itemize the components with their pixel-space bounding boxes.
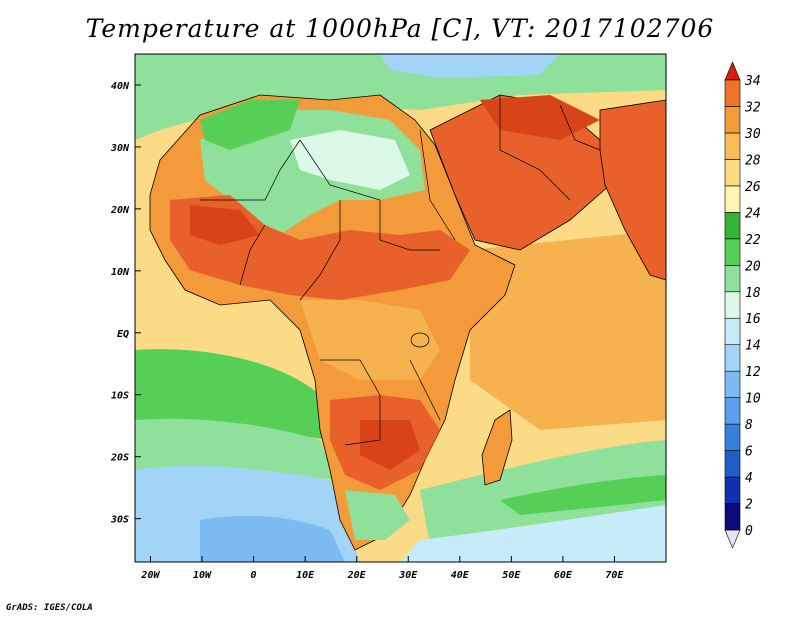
lat-tick-label: 30N xyxy=(110,143,130,154)
europe-green xyxy=(135,54,666,140)
lat-tick-label: 20S xyxy=(110,453,129,464)
colorbar-level-label: 24 xyxy=(745,206,761,221)
lon-tick-label: 40E xyxy=(451,570,470,581)
colorbar-swatch xyxy=(724,159,741,187)
colorbar-swatch xyxy=(724,476,741,504)
lon-tick-label: 10W xyxy=(193,570,212,581)
lake-victoria xyxy=(410,332,430,348)
lon-tick-label: 60E xyxy=(554,570,573,581)
indian-subcontinent xyxy=(599,99,666,281)
colorbar-level-label: 16 xyxy=(745,312,761,327)
lat-tick-label: 10S xyxy=(111,391,129,402)
colorbar-swatch xyxy=(724,370,741,398)
colorbar-level-label: 2 xyxy=(745,498,753,513)
footer-credit: GrADS: IGES/COLA xyxy=(6,603,93,613)
lat-tick-label: EQ xyxy=(117,329,129,340)
lat-tick-label: 40N xyxy=(111,81,130,92)
lat-tick-label: 20N xyxy=(110,205,130,216)
colorbar-level-label: 26 xyxy=(745,180,761,195)
west-sahel-hotspot xyxy=(190,205,260,245)
colorbar-level-label: 18 xyxy=(745,286,761,301)
colorbar-level-label: 8 xyxy=(745,418,753,433)
south-atlantic-green xyxy=(135,349,330,440)
map-title: Temperature at 1000hPa [C], VT: 20171027… xyxy=(85,14,715,43)
colorbar-level-label: 20 xyxy=(745,259,761,274)
madagascar xyxy=(481,409,513,486)
colorbar-swatch xyxy=(724,212,741,240)
colorbar-level-label: 14 xyxy=(745,339,761,354)
southern-ocean-blue xyxy=(200,515,345,562)
lon-tick-label: 20E xyxy=(347,570,367,581)
colorbar-swatch xyxy=(724,291,741,319)
lon-tick-label: 20W xyxy=(140,570,160,581)
temperature-field xyxy=(135,54,666,562)
colorbar-swatch xyxy=(724,397,741,425)
longitude-ticks: 20W 10W 0 10E 20E 30E 40E 50E 60E 70E xyxy=(140,556,624,581)
colorbar-swatch xyxy=(724,423,741,451)
lat-tick-label: 30S xyxy=(110,515,129,526)
south-atlantic-lightgreen xyxy=(135,418,335,480)
southeast-ocean-pale xyxy=(400,505,666,562)
colorbar-level-label: 6 xyxy=(745,445,753,460)
colorbar-level-label: 34 xyxy=(744,74,761,89)
colorbar-swatch xyxy=(724,503,741,531)
lon-tick-label: 30E xyxy=(398,570,418,581)
southeast-ocean-darkgreen xyxy=(500,475,666,515)
colorbar-swatch xyxy=(724,132,741,160)
colorbar-level-label: 28 xyxy=(745,153,761,168)
colorbar-level-label: 30 xyxy=(744,127,761,142)
plot-frame xyxy=(134,53,667,563)
colorbar-level-label: 12 xyxy=(745,365,761,380)
colorbar-swatch xyxy=(724,185,741,213)
indian-ocean-warm xyxy=(470,230,666,430)
lon-tick-label: 10E xyxy=(296,570,315,581)
country-borders xyxy=(200,95,601,446)
colorbar-min-arrow xyxy=(724,529,741,549)
colorbar-level-label: 22 xyxy=(745,233,761,248)
colorbar-max-arrow xyxy=(724,61,741,81)
kalahari-hotspot xyxy=(360,420,420,470)
colorbar-level-label: 4 xyxy=(745,471,753,486)
maghreb-green xyxy=(200,100,300,150)
colorbar-swatch xyxy=(724,344,741,372)
lat-tick-label: 10N xyxy=(111,267,130,278)
colorbar-level-label: 32 xyxy=(744,100,761,115)
lon-tick-label: 70E xyxy=(605,570,624,581)
colorbar-swatch xyxy=(724,238,741,266)
libyan-desert-pale xyxy=(290,130,410,190)
black-sea-cool xyxy=(380,54,560,78)
cape-green xyxy=(345,490,410,540)
colorbar-level-label: 0 xyxy=(745,524,753,539)
colorbar-swatch xyxy=(724,79,741,107)
colorbar-swatch xyxy=(724,264,741,293)
latitude-ticks: 40N 30N 20N 10N EQ 10S 20S 30S xyxy=(110,81,141,526)
colorbar-level-label: 10 xyxy=(745,392,761,407)
colorbar-swatch xyxy=(724,450,741,478)
lon-tick-label: 50E xyxy=(502,570,521,581)
colorbar-swatch xyxy=(724,106,741,134)
colorbar-swatch xyxy=(724,317,741,346)
lon-tick-label: 0 xyxy=(251,570,257,581)
